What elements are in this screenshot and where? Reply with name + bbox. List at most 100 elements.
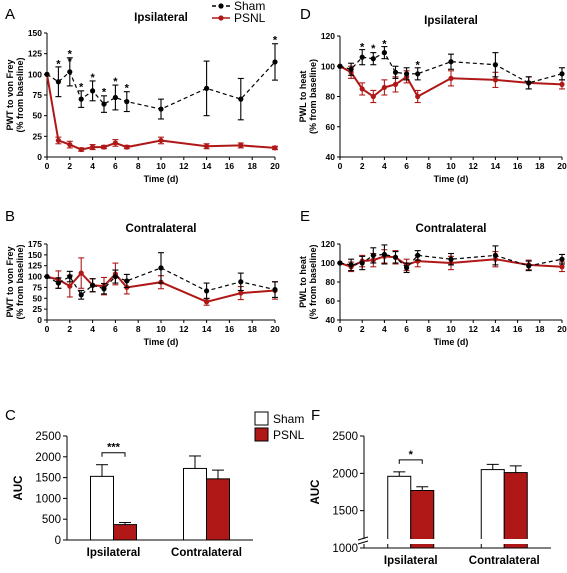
data-point-sham [404, 71, 410, 77]
x-tick-label: 0 [338, 161, 343, 171]
panel-e: E Contralateral 40 60 80 100 120 0 2 4 6 8 10 12 14 16 1… [298, 208, 567, 347]
x-tick-label: 10 [446, 324, 456, 334]
y-axis-label-line: (% from baseline) [308, 244, 318, 319]
data-point-psnl [204, 299, 210, 305]
data-point-sham [67, 69, 73, 75]
panel-f: F 1000 1500 2000 2500 AUC Ipsilateral Contralat… [310, 407, 552, 567]
bar-psnl [503, 472, 528, 549]
x-tick-label: 4 [90, 161, 95, 171]
series-line-sham [339, 253, 563, 269]
y-tick-label: 2000 [35, 452, 61, 464]
data-point-sham [392, 69, 399, 75]
x-tick-label: 14 [202, 324, 212, 334]
axis-break-mark [357, 536, 369, 541]
data-point-sham [370, 252, 376, 258]
bar-sham [183, 467, 207, 541]
legend-bars: Sham PSNL [254, 411, 305, 442]
data-point-sham [44, 71, 50, 77]
y-tick-label: 75 [33, 90, 43, 100]
x-tick-label: 10 [156, 161, 166, 171]
significance-star: * [102, 87, 107, 99]
data-point-sham [404, 265, 410, 271]
bar-psnl [206, 478, 230, 541]
panel-title: Ipsilateral [424, 15, 478, 27]
y-tick-label: 50 [33, 293, 43, 303]
x-tick-label: 12 [468, 324, 478, 334]
axis-break-gap [358, 539, 552, 544]
data-point-sham [158, 106, 164, 112]
data-point-sham [44, 273, 50, 280]
x-tick-label: 12 [468, 161, 478, 171]
x-tick-label: 12 [179, 324, 189, 334]
x-axis-label: Time (d) [144, 337, 179, 347]
x-tick-label: 6 [113, 161, 118, 171]
significance-star: * [79, 82, 84, 94]
x-tick-label: 2 [360, 324, 365, 334]
x-tick-label: 14 [491, 324, 501, 334]
axis-break-mark [357, 540, 369, 545]
significance-star: * [416, 60, 421, 72]
y-tick-label: 40 [326, 315, 336, 325]
x-tick-label: 0 [45, 324, 50, 334]
y-tick-label: 150 [28, 28, 42, 38]
x-axis-label: Time (d) [144, 174, 179, 184]
data-point-sham [204, 288, 210, 294]
data-point-sham [359, 260, 365, 266]
significance-star: * [360, 42, 365, 54]
y-tick-label: 60 [326, 122, 336, 132]
y-axis-label: AUC [310, 480, 322, 505]
significance-star: * [125, 83, 130, 95]
x-axis-label: Time (d) [434, 337, 469, 347]
x-tick-label: 16 [225, 324, 235, 334]
y-tick-label: 75 [33, 282, 43, 292]
panel-label: A [5, 6, 15, 23]
y-tick-label: 25 [33, 304, 43, 314]
data-point-sham [392, 254, 399, 260]
y-axis-label-line: (% from baseline) [308, 59, 318, 134]
y-axis-label: PWL to heat(% from baseline) [298, 244, 318, 319]
data-point-sham [337, 63, 343, 69]
data-point-psnl [101, 144, 107, 150]
data-point-sham [359, 54, 365, 60]
x-tick-label: 20 [557, 161, 567, 171]
y-tick-label: 500 [42, 514, 61, 526]
data-point-sham [448, 256, 454, 262]
data-point-sham [348, 262, 354, 268]
significance-star: * [273, 35, 278, 47]
data-point-sham [526, 263, 532, 269]
x-tick-label: 18 [535, 324, 545, 334]
x-tick-label: 20 [270, 324, 280, 334]
y-tick-label: 100 [28, 69, 42, 79]
data-point-sham [381, 50, 387, 56]
x-tick-label: 18 [247, 161, 257, 171]
y-axis-label-line: PWT to von Frey [5, 59, 15, 130]
data-point-psnl [392, 81, 399, 87]
data-point-sham [415, 252, 421, 258]
category-label: Contralateral [469, 555, 540, 567]
x-tick-label: 8 [136, 161, 141, 171]
significance-bracket [398, 459, 423, 464]
y-tick-label: 120 [321, 31, 335, 41]
y-tick-label: 150 [28, 250, 42, 260]
x-tick-label: 8 [136, 324, 141, 334]
data-point-psnl [492, 77, 498, 83]
y-tick-label: 125 [28, 261, 42, 271]
y-tick-label: 125 [28, 49, 42, 59]
x-tick-label: 2 [67, 324, 72, 334]
data-point-sham [55, 79, 62, 85]
data-point-sham [381, 251, 387, 258]
data-point-sham [559, 256, 565, 262]
bar-sham [90, 475, 114, 541]
x-tick-label: 0 [45, 161, 50, 171]
x-tick-label: 4 [90, 324, 95, 334]
panel-d: D Ipsilateral 40 60 80 100 120 0 2 4 6 8 10 12 14 16 18 2… [298, 6, 567, 184]
y-axis-label-line: PWL to heat [298, 256, 308, 308]
x-tick-label: 2 [67, 161, 72, 171]
panel-title: Contralateral [416, 223, 487, 235]
significance-star: * [382, 39, 387, 51]
y-axis-label: PWT to von Frey(% from baseline) [5, 57, 25, 132]
data-point-sham [415, 71, 421, 77]
data-point-sham [124, 278, 130, 284]
